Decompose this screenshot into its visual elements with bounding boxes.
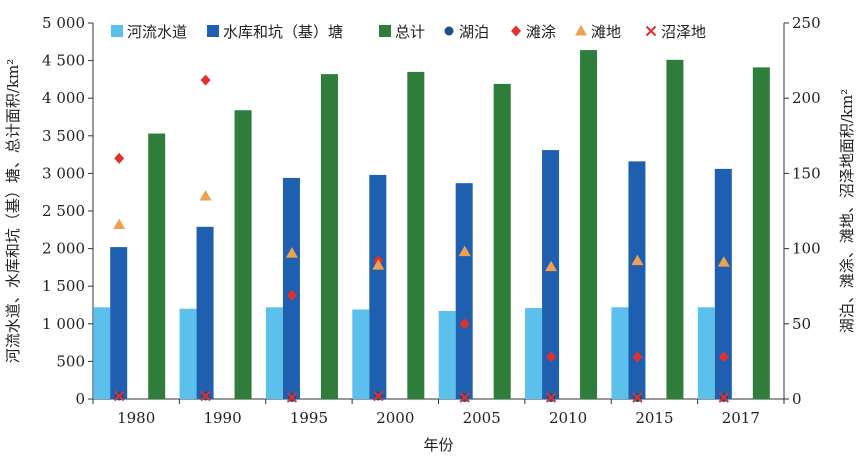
bar-0 [179, 308, 197, 399]
y-axis-right-title: 湖泊、滩涂、滩地、沼泽地面积/km² [838, 89, 856, 333]
bar-1 [369, 174, 387, 399]
legend-label: 沼泽地 [661, 23, 706, 41]
point-diamond [632, 351, 643, 363]
y-left-tick-label: 2 000 [42, 240, 85, 258]
point-triangle [545, 260, 558, 272]
legend-swatch [645, 25, 657, 37]
x-tick-label: 2017 [722, 409, 760, 427]
bar-2 [580, 50, 598, 400]
legend-label: 湖泊 [459, 23, 489, 41]
y-left-tick-label: 5 000 [42, 14, 85, 32]
legend-swatch [379, 25, 391, 37]
y-left-tick-label: 1 000 [42, 315, 85, 333]
y-left-tick-label: 3 500 [42, 127, 85, 145]
y-right-tick-label: 150 [792, 164, 821, 182]
y-right-tick-label: 250 [792, 14, 821, 32]
y-left-tick-label: 4 000 [42, 89, 85, 107]
point-diamond [718, 351, 729, 363]
bar-0 [265, 307, 283, 399]
bar-1 [110, 247, 128, 399]
legend-swatch [575, 25, 587, 36]
point-cross [286, 392, 298, 403]
bar-1 [628, 161, 646, 399]
point-triangle [631, 254, 644, 266]
bar-2 [234, 110, 252, 400]
x-tick-label: 1990 [203, 409, 241, 427]
point-triangle [372, 259, 385, 270]
legend-swatch [111, 25, 123, 37]
bar-1 [282, 177, 300, 399]
point-diamond [114, 152, 125, 164]
x-tick-label: 2010 [549, 409, 587, 427]
point-triangle [285, 247, 298, 258]
point-diamond [200, 74, 211, 86]
x-tick-label: 2005 [463, 409, 501, 427]
x-tick-label: 1980 [117, 409, 155, 427]
point-cross [632, 392, 643, 403]
legend-swatch [511, 25, 521, 37]
legend-swatch [444, 26, 454, 36]
legend-label: 总计 [395, 23, 425, 41]
bar-0 [611, 307, 629, 399]
point-cross [113, 390, 125, 402]
point-cross [718, 392, 730, 403]
point-cross [545, 392, 557, 403]
x-axis-title: 年份 [423, 436, 453, 454]
y-left-tick-label: 4 500 [42, 52, 85, 70]
bar-2 [666, 59, 684, 400]
point-triangle [717, 256, 730, 267]
bar-0 [93, 307, 111, 399]
bar-1 [714, 168, 732, 399]
bar-1 [196, 226, 214, 399]
bar-1 [542, 150, 560, 399]
x-tick-label: 2015 [635, 409, 673, 427]
y-right-tick-label: 100 [792, 240, 821, 258]
bar-2 [752, 67, 770, 400]
legend-swatch [207, 25, 219, 37]
y-right-tick-label: 50 [792, 315, 811, 333]
x-tick-label: 1995 [290, 409, 328, 427]
legend-label: 水库和坑（基）塘 [223, 23, 343, 41]
y-axis-left-title: 河流水道、水库和坑（基）塘、总计面积/km² [4, 59, 22, 363]
point-diamond [459, 318, 470, 330]
bar-0 [697, 307, 715, 399]
bar-0 [438, 311, 456, 399]
bar-0 [525, 308, 543, 399]
y-left-tick-label: 0 [75, 390, 85, 408]
y-left-tick-label: 1 500 [42, 277, 85, 295]
point-cross [200, 390, 211, 402]
bar-0 [352, 309, 370, 399]
x-tick-label: 2000 [376, 409, 414, 427]
point-triangle [458, 245, 471, 257]
bar-2 [148, 133, 166, 399]
point-cross [459, 392, 470, 403]
bar-1 [455, 183, 473, 399]
bar-2 [320, 74, 338, 400]
y-left-tick-label: 3 000 [42, 164, 85, 182]
point-diamond [546, 351, 557, 363]
point-triangle [199, 189, 212, 201]
y-left-tick-label: 500 [56, 352, 85, 370]
y-right-tick-label: 0 [792, 390, 802, 408]
bar-2 [493, 83, 511, 400]
point-cross [373, 390, 384, 402]
legend-label: 滩涂 [526, 23, 556, 41]
bar-2 [407, 71, 425, 399]
legend-label: 滩地 [591, 23, 621, 41]
legend-label: 河流水道 [127, 23, 187, 41]
point-diamond [286, 289, 297, 301]
y-left-tick-label: 2 500 [42, 202, 85, 220]
y-right-tick-label: 200 [792, 89, 821, 107]
point-triangle [113, 218, 126, 230]
